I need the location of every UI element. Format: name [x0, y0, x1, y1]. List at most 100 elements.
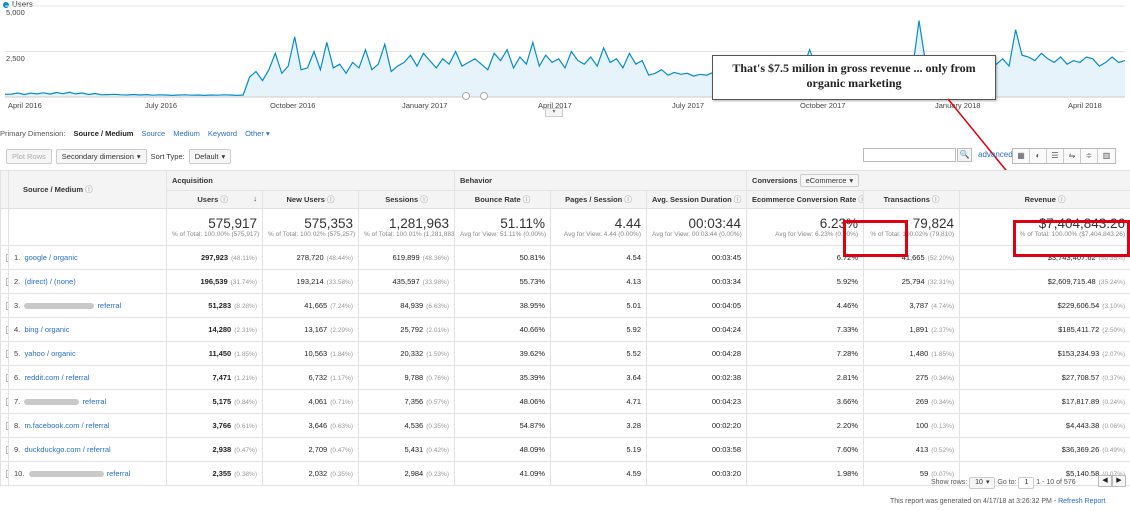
transactions-pct: (0.52%) — [931, 447, 955, 454]
row-checkbox[interactable] — [6, 374, 8, 382]
dimension-link-source[interactable]: Source — [141, 129, 166, 138]
next-page-icon[interactable]: ▶ — [1112, 475, 1126, 487]
dimension-header[interactable]: Source / Medium ⓘ — [8, 170, 167, 209]
col-new-users[interactable]: New Users ⓘ — [262, 190, 359, 209]
source-link[interactable]: referral — [106, 469, 131, 478]
dimension-link-medium[interactable]: Medium — [173, 129, 200, 138]
col-conversion-rate[interactable]: Ecommerce Conversion Rate ⓘ — [746, 190, 865, 209]
source-link[interactable]: bing / organic — [24, 325, 70, 334]
conversion-rate-cell: 5.92% — [746, 269, 865, 294]
source-link[interactable]: referral — [82, 397, 107, 406]
source-link[interactable]: m.facebook.com / referral — [24, 421, 110, 430]
row-checkbox-cell[interactable] — [0, 293, 9, 318]
show-rows-dropdown[interactable]: 10 ▾ — [969, 477, 996, 489]
transactions-value: 275 — [915, 373, 929, 382]
total-cell: 51.11% Avg for View: 51.11% (0.00%) — [454, 208, 551, 246]
row-checkbox[interactable] — [6, 254, 8, 262]
search-icon[interactable]: 🔍 — [957, 148, 972, 162]
col-transactions[interactable]: Transactions ⓘ — [863, 190, 961, 209]
row-checkbox[interactable] — [6, 446, 8, 454]
plot-rows-button[interactable]: Plot Rows — [6, 148, 52, 164]
table-row[interactable]: 4. bing / organic 14,280 (2.31%) 13,167 (2.2… — [0, 317, 1130, 342]
row-checkbox[interactable] — [6, 398, 8, 406]
bounce-rate-cell: 38.95% — [454, 293, 551, 318]
source-cell: 5. yahoo / organic — [8, 341, 167, 366]
row-checkbox-cell[interactable] — [0, 365, 9, 390]
users-cell: 5,175 (0.84%) — [166, 389, 263, 414]
x-tick-label: April 2018 — [1068, 101, 1102, 110]
new-users-value: 278,720 — [296, 253, 324, 262]
dimension-link-other[interactable]: Other ▾ — [245, 129, 270, 138]
sessions-cell: 435,597 (33.98%) — [358, 269, 455, 294]
pager: ◀ ▶ — [1098, 475, 1126, 487]
col-sessions[interactable]: Sessions ⓘ — [358, 190, 455, 209]
row-checkbox[interactable] — [6, 350, 8, 358]
revenue-pct: (0.37%) — [1102, 375, 1126, 382]
dimension-link-keyword[interactable]: Keyword — [207, 129, 238, 138]
term-cloud-icon[interactable]: ≑ — [1081, 149, 1098, 163]
new-users-pct: (2.29%) — [330, 327, 353, 334]
row-checkbox[interactable] — [6, 278, 8, 286]
row-checkbox[interactable] — [6, 302, 8, 310]
secondary-dimension-dropdown[interactable]: Secondary dimension ▾ — [55, 148, 147, 164]
source-link[interactable]: reddit.com / referral — [24, 373, 90, 382]
goto-input[interactable]: 1 — [1018, 477, 1035, 489]
table-row[interactable]: 6. reddit.com / referral 7,471 (1.21%) 6,73… — [0, 365, 1130, 390]
table-row[interactable]: 2. (direct) / (none) 196,539 (31.74%) 193,2… — [0, 269, 1130, 294]
table-row[interactable]: 1. google / organic 297,923 (48.11%) 278,72… — [0, 245, 1130, 270]
source-link[interactable]: google / organic — [24, 253, 78, 262]
row-checkbox[interactable] — [6, 422, 8, 430]
conversions-dropdown[interactable]: eCommerce ▾ — [799, 174, 860, 187]
sessions-cell: 25,792 (2.01%) — [358, 317, 455, 342]
row-checkbox-cell[interactable] — [0, 269, 9, 294]
table-row[interactable]: 8. m.facebook.com / referral 3,766 (0.61%)… — [0, 413, 1130, 438]
table-row[interactable]: 9. duckduckgo.com / referral 2,938 (0.47%)… — [0, 437, 1130, 462]
help-icon: ⓘ — [931, 195, 940, 204]
x-tick-label: April 2016 — [8, 101, 42, 110]
row-checkbox-cell[interactable] — [0, 461, 9, 486]
prev-page-icon[interactable]: ◀ — [1098, 475, 1112, 487]
pivot-view-icon[interactable]: ▥ — [1098, 149, 1115, 163]
row-checkbox[interactable] — [6, 326, 8, 334]
col-users[interactable]: Users ⓘ ↓ — [166, 190, 263, 209]
col-pages-session[interactable]: Pages / Session ⓘ — [550, 190, 647, 209]
chart-scroll-handle[interactable]: ▾ — [545, 108, 563, 117]
row-checkbox-cell[interactable] — [0, 437, 9, 462]
col-avg-session-duration[interactable]: Avg. Session Duration ⓘ — [645, 190, 748, 209]
row-checkbox-cell[interactable] — [0, 317, 9, 342]
new-users-value: 10,563 — [304, 349, 328, 358]
table-view-icon[interactable]: ▦ — [1013, 149, 1030, 163]
col-revenue[interactable]: Revenue ⓘ — [959, 190, 1130, 209]
table-search-input[interactable] — [863, 148, 956, 162]
users-pct: (0.61%) — [234, 423, 257, 430]
transactions-pct: (0.13%) — [931, 423, 955, 430]
refresh-report-link[interactable]: Refresh Report — [1058, 498, 1106, 505]
row-checkbox-cell[interactable] — [0, 341, 9, 366]
source-link[interactable]: (direct) / (none) — [24, 277, 76, 286]
transactions-value: 41,665 — [901, 253, 925, 262]
new-users-pct: (48.44%) — [326, 255, 353, 262]
sort-type-dropdown[interactable]: Default ▾ — [188, 148, 232, 164]
row-checkbox[interactable] — [6, 470, 8, 478]
source-link[interactable]: yahoo / organic — [24, 349, 76, 358]
pie-view-icon[interactable]: ◐ — [1030, 149, 1047, 163]
table-row[interactable]: 3. referral 51,283 (8.28%) 41,665 (7.24%) 84,… — [0, 293, 1130, 318]
table-row[interactable]: 5. yahoo / organic 11,450 (1.85%) 10,563 (1.… — [0, 341, 1130, 366]
duration-cell: 00:03:45 — [645, 245, 748, 270]
advanced-filter-link[interactable]: advanced — [978, 150, 1013, 159]
comparison-view-icon[interactable]: ⇋ — [1064, 149, 1081, 163]
users-value: 7,471 — [212, 373, 232, 382]
row-checkbox-cell[interactable] — [0, 245, 9, 270]
highlight-revenue — [1013, 220, 1130, 257]
revenue-cell: $27,708.57 (0.37%) — [959, 365, 1130, 390]
source-link[interactable]: referral — [97, 301, 122, 310]
row-checkbox-cell[interactable] — [0, 413, 9, 438]
performance-view-icon[interactable]: ☰ — [1047, 149, 1064, 163]
revenue-value: $153,234.93 — [1057, 349, 1100, 358]
col-bounce-rate[interactable]: Bounce Rate ⓘ — [454, 190, 551, 209]
table-row[interactable]: 10. referral 2,355 (0.38%) 2,032 (0.35%) 2,98… — [0, 461, 1130, 486]
row-checkbox-cell[interactable] — [0, 389, 9, 414]
table-row[interactable]: 7. referral 5,175 (0.84%) 4,061 (0.71%) 7,356… — [0, 389, 1130, 414]
source-link[interactable]: duckduckgo.com / referral — [24, 445, 111, 454]
source-cell: 9. duckduckgo.com / referral — [8, 437, 167, 462]
